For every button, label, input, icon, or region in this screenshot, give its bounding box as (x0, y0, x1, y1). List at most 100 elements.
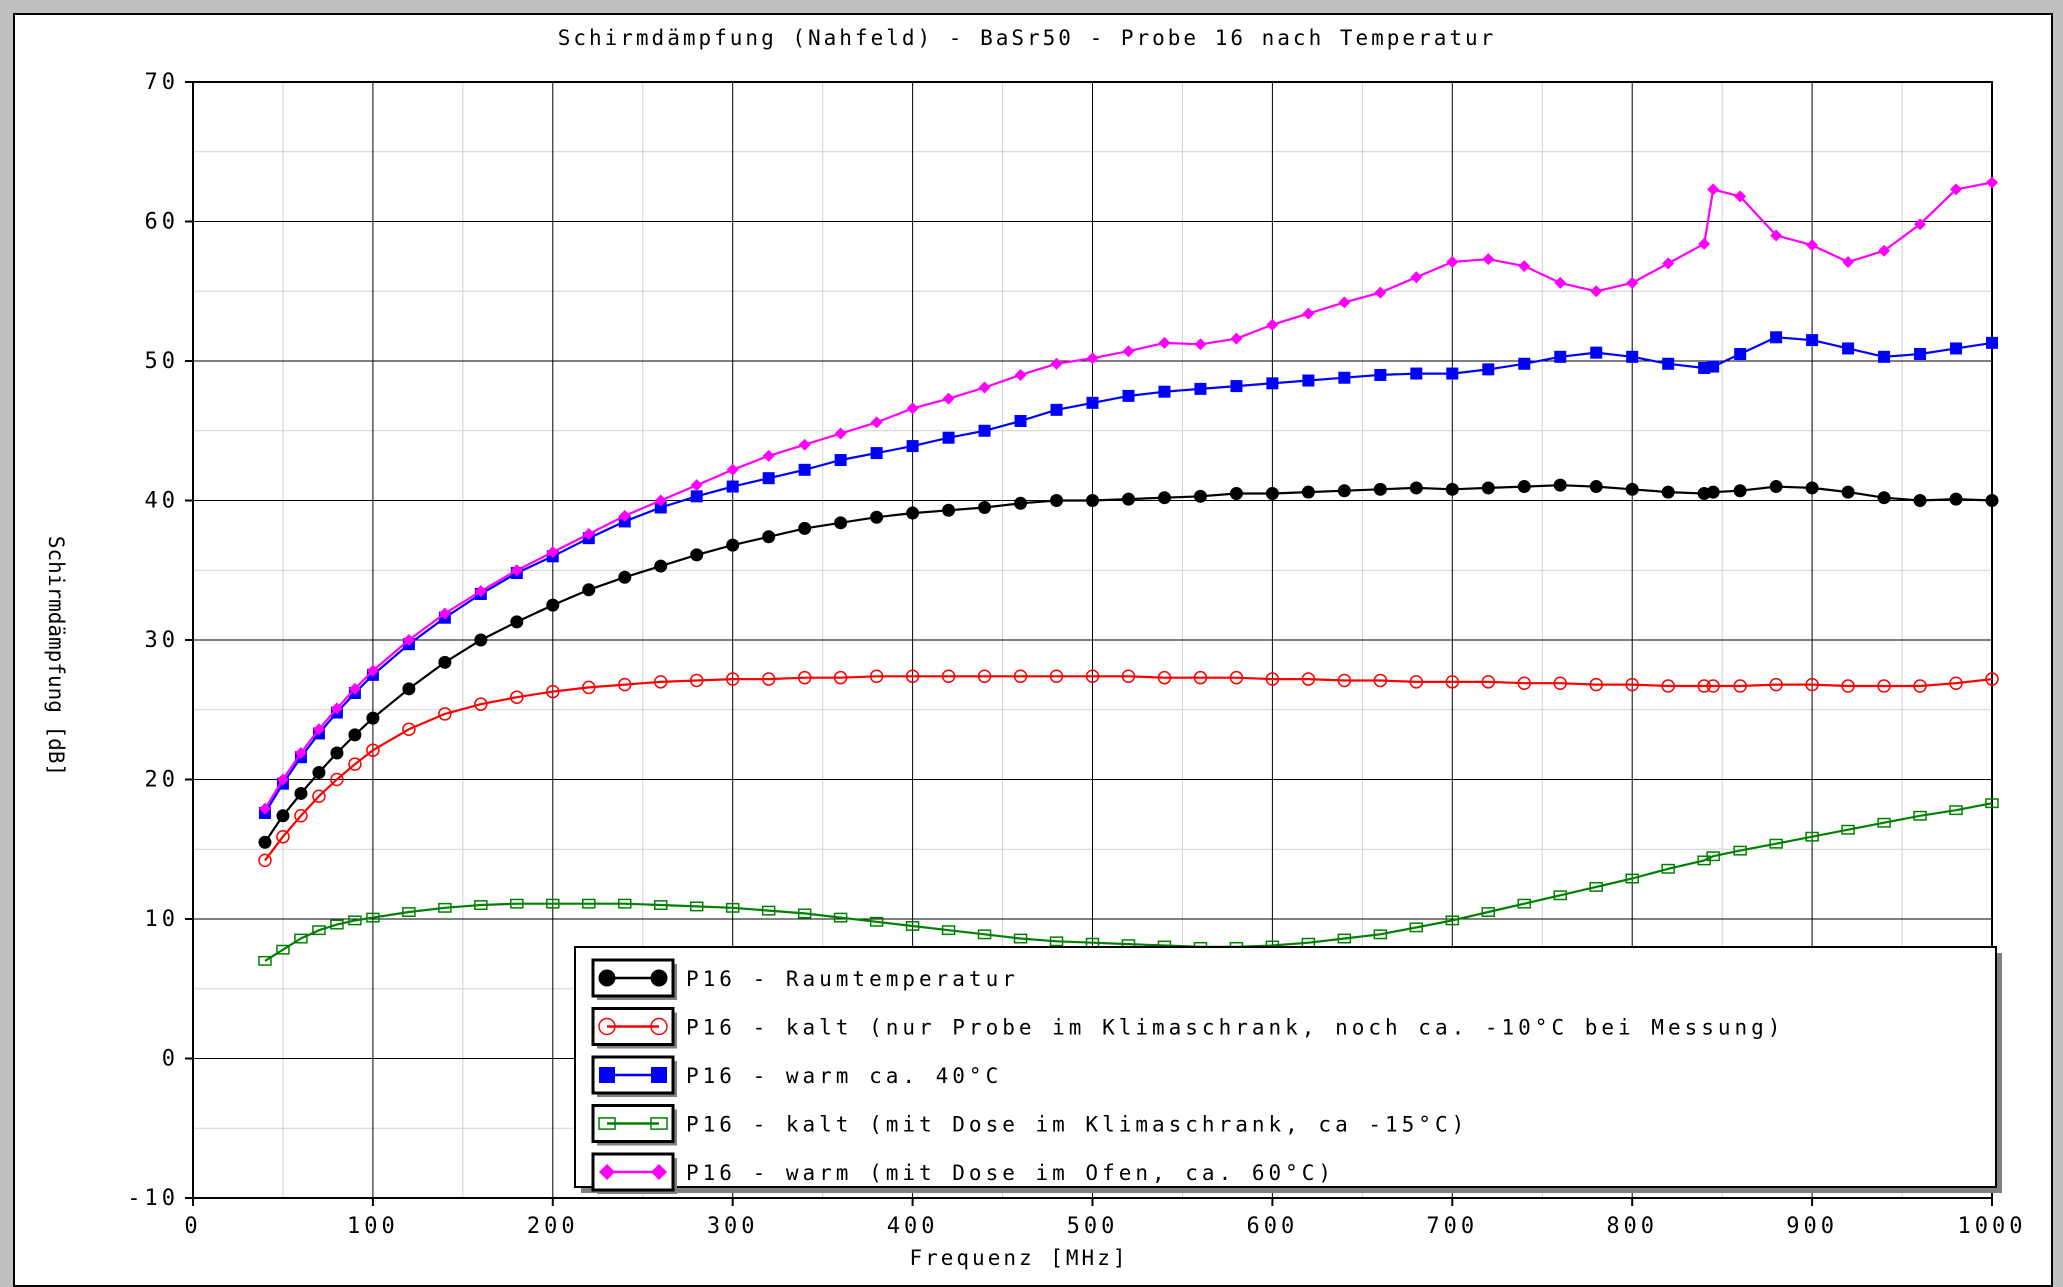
legend-item: P16 - Raumtemperatur (591, 958, 1015, 1000)
data-point-warm-40 (654, 501, 667, 514)
y-tick-label: 20 (145, 768, 180, 793)
y-axis-label: Schirmdämpfung [dB] (44, 536, 68, 776)
data-point-kalt-dose (312, 925, 326, 936)
data-point-kalt-probe (1445, 675, 1460, 689)
y-tick-label: 60 (145, 210, 180, 235)
data-point-raumtemperatur (618, 570, 632, 584)
data-point-warm-60 (1374, 286, 1387, 299)
data-point-raumtemperatur (1265, 487, 1279, 501)
data-point-kalt-dose (1733, 845, 1747, 856)
data-point-warm-60 (1302, 307, 1315, 320)
legend-label: P16 - warm (mit Dose im Ofen, ca. 60°C) (686, 1161, 1335, 1185)
data-point-warm-40 (1554, 350, 1567, 363)
y-tick-label: 70 (145, 70, 180, 95)
legend: P16 - Raumtemperatur P16 - kalt (nur Prob… (574, 946, 2002, 1194)
data-point-warm-40 (1986, 336, 1998, 349)
data-point-warm-60 (1410, 271, 1423, 284)
data-point-kalt-probe (1373, 673, 1388, 688)
data-point-warm-40 (834, 454, 847, 467)
data-point-kalt-dose (474, 900, 488, 910)
data-point-raumtemperatur (294, 786, 308, 800)
data-point-warm-60 (1446, 255, 1459, 268)
data-point-kalt-probe (366, 743, 380, 757)
data-point-warm-60 (798, 438, 811, 451)
data-point-kalt-probe (869, 669, 884, 684)
data-point-kalt-dose (1805, 831, 1819, 842)
data-point-kalt-dose (725, 902, 740, 913)
y-tick-label: -10 (127, 1186, 179, 1211)
data-point-kalt-probe (1913, 679, 1927, 693)
data-point-warm-40 (1158, 385, 1171, 398)
data-point-kalt-probe (1085, 669, 1100, 684)
data-point-warm-40 (798, 463, 811, 476)
data-point-kalt-probe (438, 707, 452, 721)
data-point-kalt-dose (1706, 851, 1720, 862)
legend-item: P16 - kalt (mit Dose im Klimaschrank, ca… (591, 1104, 1464, 1146)
data-point-warm-40 (762, 472, 775, 485)
data-point-kalt-dose (1877, 817, 1891, 828)
data-point-kalt-dose (1913, 810, 1927, 821)
data-point-warm-60 (1194, 338, 1207, 351)
data-point-warm-60 (906, 402, 919, 415)
data-point-raumtemperatur (1625, 482, 1639, 496)
series-kalt-dose (258, 798, 1999, 966)
data-point-kalt-dose (618, 898, 632, 909)
data-point-warm-40 (1707, 360, 1720, 373)
data-point-raumtemperatur (1301, 485, 1315, 499)
data-point-kalt-dose (869, 916, 884, 927)
data-point-warm-40 (1482, 363, 1495, 376)
series-line-kalt-dose (264, 802, 1993, 962)
y-axis: -10 0 10 20 30 40 50 60 70 (127, 70, 193, 1211)
data-point-kalt-dose (1049, 936, 1064, 947)
data-point-kalt-dose (1949, 805, 1963, 816)
data-point-warm-40 (1086, 396, 1099, 409)
data-point-kalt-dose (510, 898, 524, 909)
data-point-kalt-probe (582, 680, 596, 695)
data-point-kalt-dose (1661, 863, 1675, 874)
y-tick-label: 0 (162, 1047, 179, 1072)
chart-title: Schirmdämpfung (Nahfeld) - BaSr50 - Prob… (558, 26, 1497, 50)
data-point-raumtemperatur (1661, 485, 1675, 499)
y-tick-label: 40 (145, 489, 180, 514)
data-point-raumtemperatur (348, 728, 362, 742)
data-point-warm-60 (1734, 190, 1747, 203)
data-point-raumtemperatur (1121, 492, 1135, 506)
data-point-kalt-probe (797, 670, 812, 685)
x-axis: 0 100 200 300 400 500 600 700 800 900 1000 (184, 1198, 2027, 1239)
data-point-warm-40 (1194, 382, 1207, 395)
legend-swatch-marker (599, 1164, 615, 1180)
x-tick-label: 300 (707, 1214, 759, 1239)
x-tick-label: 100 (347, 1214, 399, 1239)
data-point-warm-60 (690, 479, 703, 492)
data-point-kalt-dose (689, 901, 704, 912)
data-point-warm-60 (1842, 255, 1855, 268)
data-point-raumtemperatur (1373, 482, 1387, 496)
x-tick-label: 800 (1606, 1214, 1658, 1239)
legend-swatch-marker (650, 969, 668, 987)
data-point-kalt-probe (1985, 672, 1999, 686)
data-point-raumtemperatur (1985, 494, 1999, 507)
x-tick-label: 1000 (1958, 1214, 2027, 1239)
legend-swatch-marker (598, 969, 616, 987)
legend-swatch-marker (650, 1117, 668, 1130)
data-point-kalt-dose (276, 944, 290, 955)
data-point-warm-40 (978, 424, 991, 437)
data-point-kalt-probe (510, 690, 524, 704)
data-point-kalt-dose (1373, 929, 1388, 940)
data-point-warm-40 (1806, 334, 1819, 347)
data-point-raumtemperatur (474, 633, 488, 647)
line-chart: 0 100 200 300 400 500 600 700 800 900 1000 -100102… (44, 26, 2027, 1270)
data-point-raumtemperatur (1481, 481, 1495, 495)
data-point-warm-60 (546, 546, 559, 559)
data-point-warm-40 (1050, 403, 1063, 416)
data-point-raumtemperatur (1086, 494, 1099, 507)
data-point-raumtemperatur (1157, 491, 1171, 505)
data-point-warm-60 (1950, 183, 1963, 196)
data-point-kalt-dose (1337, 933, 1352, 944)
data-point-warm-40 (942, 431, 955, 444)
data-point-kalt-probe (1013, 669, 1028, 684)
data-point-warm-40 (1734, 348, 1747, 361)
data-point-raumtemperatur (1409, 481, 1423, 495)
x-tick-label: 600 (1247, 1214, 1299, 1239)
data-point-kalt-probe (1733, 679, 1747, 693)
